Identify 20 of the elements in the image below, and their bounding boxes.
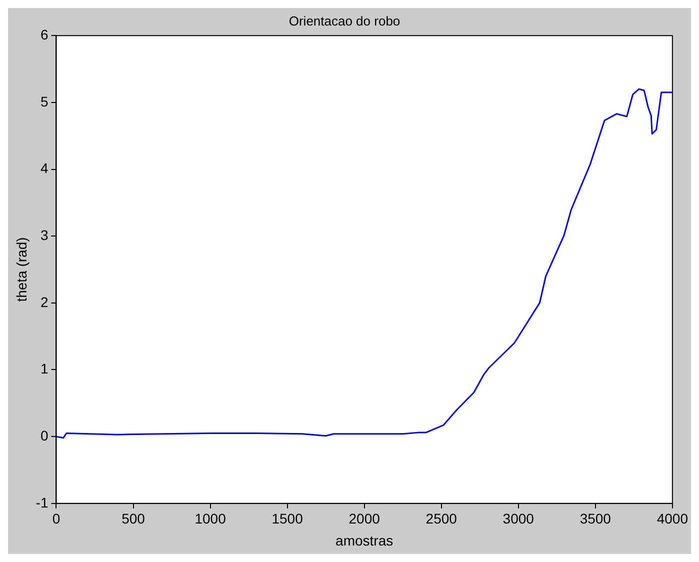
x-tick-label: 2500: [426, 510, 458, 527]
y-axis-title: theta (rad): [13, 237, 30, 302]
x-tick-label: 1000: [194, 510, 226, 527]
y-tick-label: 4: [40, 160, 48, 176]
x-tick-label: 4000: [656, 510, 688, 527]
x-tick-label: 3500: [580, 510, 612, 527]
y-tick-label: 6: [40, 26, 48, 42]
y-tick-label: 2: [40, 294, 48, 310]
y-tick-label: 5: [40, 93, 48, 110]
y-tick-label: 1: [40, 360, 48, 377]
chart-title: Orientacao do robo: [288, 13, 400, 28]
x-tick-label: 3000: [502, 510, 534, 527]
x-tick-label: 500: [122, 510, 146, 527]
x-tick-label: 2000: [348, 510, 380, 527]
x-tick-label: 0: [52, 510, 60, 527]
y-tick-label: 0: [40, 427, 48, 444]
y-tick-label: 3: [40, 226, 48, 243]
x-tick-label: 1500: [272, 510, 304, 527]
x-axis-title: amostras: [336, 532, 394, 548]
y-tick-label: -1: [36, 494, 48, 510]
